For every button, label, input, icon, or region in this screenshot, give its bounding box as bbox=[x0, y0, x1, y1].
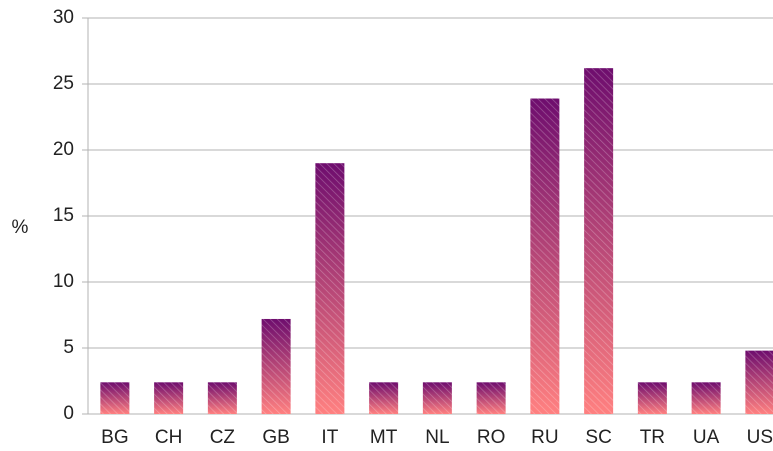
y-tick-label: 5 bbox=[63, 337, 74, 358]
bar bbox=[530, 98, 560, 415]
bar bbox=[100, 382, 130, 414]
x-tick-label: GB bbox=[262, 427, 289, 446]
x-tick-label: CH bbox=[155, 427, 182, 446]
bar bbox=[691, 382, 721, 414]
y-axis-label: % bbox=[12, 217, 29, 238]
bar bbox=[154, 382, 184, 414]
bar bbox=[476, 382, 506, 414]
bar bbox=[207, 382, 237, 414]
x-tick-label: US bbox=[747, 427, 773, 446]
bar bbox=[261, 318, 291, 414]
x-tick-label: TR bbox=[640, 427, 665, 446]
x-tick-label: RO bbox=[477, 427, 506, 446]
x-tick-label: BG bbox=[101, 427, 128, 446]
bar bbox=[637, 382, 667, 414]
y-tick-label: 15 bbox=[53, 205, 74, 226]
y-tick-label: 30 bbox=[53, 7, 74, 28]
x-tick-label: SC bbox=[585, 427, 611, 446]
bar bbox=[369, 382, 399, 414]
x-tick-label: IT bbox=[321, 427, 338, 446]
x-tick-label: NL bbox=[425, 427, 449, 446]
x-tick-label: RU bbox=[531, 427, 558, 446]
bar bbox=[584, 68, 614, 414]
y-tick-label: 10 bbox=[53, 271, 74, 292]
bar bbox=[745, 350, 773, 414]
x-tick-label: UA bbox=[693, 427, 720, 446]
bar bbox=[315, 163, 345, 414]
y-tick-label: 25 bbox=[53, 73, 74, 94]
y-tick-label: 20 bbox=[53, 139, 74, 160]
x-tick-label: CZ bbox=[210, 427, 236, 446]
y-tick-label: 0 bbox=[63, 403, 74, 424]
bar bbox=[422, 382, 452, 414]
x-tick-label: MT bbox=[370, 427, 398, 446]
